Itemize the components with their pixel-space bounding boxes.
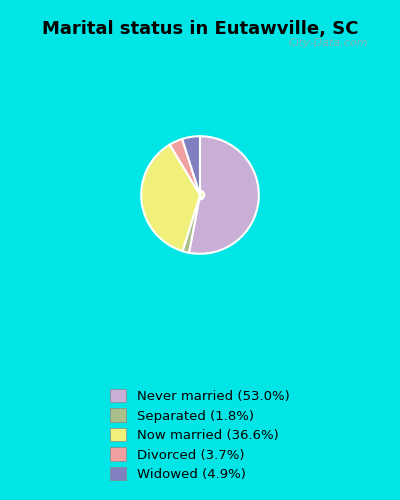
- Wedge shape: [182, 136, 201, 199]
- Wedge shape: [182, 191, 201, 253]
- Wedge shape: [141, 144, 204, 251]
- Wedge shape: [170, 139, 202, 199]
- Text: City-Data.com: City-Data.com: [288, 38, 368, 48]
- Wedge shape: [189, 136, 259, 254]
- Legend: Never married (53.0%), Separated (1.8%), Now married (36.6%), Divorced (3.7%), W: Never married (53.0%), Separated (1.8%),…: [104, 382, 296, 488]
- Text: Marital status in Eutawville, SC: Marital status in Eutawville, SC: [42, 20, 358, 38]
